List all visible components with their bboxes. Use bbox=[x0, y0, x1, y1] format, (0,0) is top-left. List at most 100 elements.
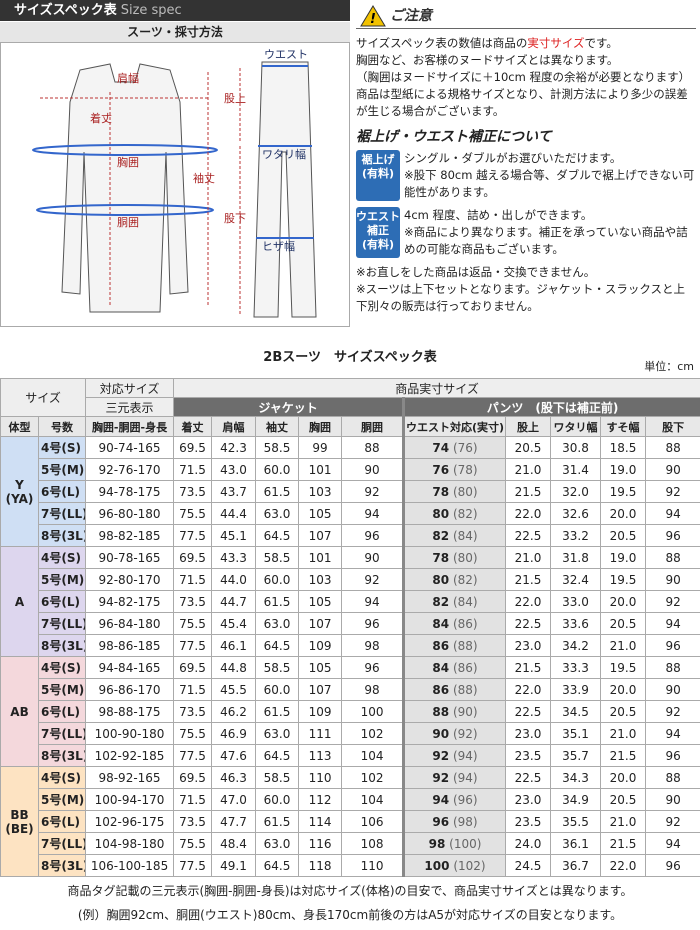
cell: 98 bbox=[341, 634, 405, 657]
waist: 92 bbox=[432, 770, 450, 785]
cell: 90 (92) bbox=[402, 722, 507, 745]
cell: 21.5 bbox=[505, 656, 552, 679]
cell: 71.5 bbox=[173, 678, 213, 701]
cell: ジャケット bbox=[173, 397, 405, 417]
cell: 34.9 bbox=[550, 788, 602, 811]
text-line: ※商品により異なります。補正を承っていない商品や詰めの可能な商品もございます。 bbox=[404, 225, 688, 256]
cell: 22.5 bbox=[505, 612, 552, 635]
cell: 33.0 bbox=[550, 590, 602, 613]
cell: 32.6 bbox=[550, 502, 602, 525]
cell: 108 bbox=[341, 832, 405, 855]
cell: 105 bbox=[298, 656, 343, 679]
waist-adjusted: (86) bbox=[452, 616, 478, 631]
cell: 77.5 bbox=[173, 634, 213, 657]
data-row: 6号(L) 102-96-175 73.5 47.7 61.5 114 106 96 (98)… bbox=[1, 810, 700, 833]
cell: 92 (94) bbox=[402, 766, 507, 789]
data-row: 7号(LL) 100-90-180 75.5 46.9 63.0 111 102 90 (92… bbox=[1, 722, 700, 745]
text-line: シングル・ダブルがお選びいただけます。 bbox=[404, 151, 622, 165]
cell: 98-86-185 bbox=[85, 634, 175, 657]
cell: 94 bbox=[341, 502, 405, 525]
cell: 77.5 bbox=[173, 744, 213, 767]
cell: 90 bbox=[341, 546, 405, 569]
cell: 103 bbox=[298, 568, 343, 591]
cell: 20.5 bbox=[600, 524, 647, 547]
cell: 21.5 bbox=[505, 568, 552, 591]
waist-adjusted: (94) bbox=[452, 748, 478, 763]
cell: 33.9 bbox=[550, 678, 602, 701]
cell: 90 bbox=[645, 788, 700, 811]
waist-line bbox=[36, 204, 214, 216]
cell: サイズ bbox=[0, 378, 87, 417]
cell: 21.0 bbox=[505, 546, 552, 569]
cell: 31.8 bbox=[550, 546, 602, 569]
cell: 73.5 bbox=[173, 700, 213, 723]
badge: 裾上げ (有料) bbox=[356, 150, 400, 201]
waist-adjusted: (84) bbox=[452, 594, 478, 609]
cell: 102 bbox=[341, 722, 405, 745]
cell: 118 bbox=[298, 854, 343, 877]
cell: 98-88-175 bbox=[85, 700, 175, 723]
waist-adjusted: (100) bbox=[449, 836, 482, 851]
cell: 96 (98) bbox=[402, 810, 507, 833]
notice-line: サイズスペック表の数値は商品の実寸サイズです。 bbox=[356, 35, 696, 52]
cell: BB (BE) bbox=[0, 766, 39, 877]
body-type: (YA) bbox=[5, 491, 34, 506]
cell: 4号(S) bbox=[37, 656, 87, 679]
cell: 35.7 bbox=[550, 744, 602, 767]
cell: 96 bbox=[341, 612, 405, 635]
body-type: AB bbox=[10, 704, 29, 719]
cell: 96 bbox=[341, 524, 405, 547]
alteration-item: ウエスト 補正 (有料) 4cm 程度、詰め・出しができます。 ※商品により異なります。… bbox=[356, 207, 696, 258]
notice-line: 商品は型紙による規格サイズとなり、計測方法により多少の誤差が生じる場合がございま… bbox=[356, 87, 688, 118]
waist: 78 bbox=[432, 550, 450, 565]
cell: 47.6 bbox=[211, 744, 257, 767]
cell: 92 bbox=[341, 480, 405, 503]
cell: 63.0 bbox=[255, 832, 300, 855]
cell: 61.5 bbox=[255, 810, 300, 833]
cell: 110 bbox=[341, 854, 405, 877]
cell: 22.0 bbox=[600, 854, 647, 877]
cell: 胸囲 bbox=[298, 416, 343, 437]
cell: 36.1 bbox=[550, 832, 602, 855]
cell: 102 bbox=[341, 766, 405, 789]
cell: 113 bbox=[298, 744, 343, 767]
cell: 19.5 bbox=[600, 568, 647, 591]
alteration-item: 裾上げ (有料) シングル・ダブルがお選びいただけます。 ※股下 80cm 越える場合… bbox=[356, 150, 696, 201]
cell: 商品実寸サイズ bbox=[173, 378, 700, 398]
cell: 61.5 bbox=[255, 480, 300, 503]
cell: 100 bbox=[341, 700, 405, 723]
cell: 96 bbox=[341, 656, 405, 679]
waist: 80 bbox=[432, 572, 450, 587]
cell: 24.0 bbox=[505, 832, 552, 855]
data-row: 8号(3L) 98-82-185 77.5 45.1 64.5 107 96 82 (84) 2… bbox=[1, 524, 700, 547]
cell: 体型 bbox=[0, 416, 39, 437]
cell: パンツ (股下は補正前) bbox=[402, 397, 700, 417]
cell: 96-86-170 bbox=[85, 678, 175, 701]
waist-adjusted: (90) bbox=[452, 704, 478, 719]
cell: 101 bbox=[298, 458, 343, 481]
cell: 82 (84) bbox=[402, 590, 507, 613]
waist: 84 bbox=[432, 660, 450, 675]
waist: 82 bbox=[432, 528, 450, 543]
cell: 対応サイズ bbox=[85, 378, 175, 398]
waist: 98 bbox=[428, 836, 446, 851]
cell: 42.3 bbox=[211, 436, 257, 459]
cell: 88 bbox=[645, 546, 700, 569]
cell: 75.5 bbox=[173, 502, 213, 525]
text-line: ※股下 80cm 越える場合等、ダブルで裾上げできない可能性があります。 bbox=[404, 168, 695, 199]
cell: 33.6 bbox=[550, 612, 602, 635]
cell: 98 bbox=[341, 678, 405, 701]
highlight: 実寸サイズ bbox=[527, 36, 585, 50]
cell: 109 bbox=[298, 700, 343, 723]
cell: 46.1 bbox=[211, 634, 257, 657]
badge-text: (有料) bbox=[361, 238, 395, 251]
cell: 77.5 bbox=[173, 524, 213, 547]
cell: 90-78-165 bbox=[85, 546, 175, 569]
data-row: 6号(L) 98-88-175 73.5 46.2 61.5 109 100 88 (90) 2… bbox=[1, 700, 700, 723]
cell: 23.5 bbox=[505, 810, 552, 833]
cell: 21.5 bbox=[600, 832, 647, 855]
cell: 78 (80) bbox=[402, 480, 507, 503]
cell: ウエスト対応(実寸) bbox=[402, 416, 507, 437]
cell: 94 (96) bbox=[402, 788, 507, 811]
cell: 5号(M) bbox=[37, 788, 87, 811]
